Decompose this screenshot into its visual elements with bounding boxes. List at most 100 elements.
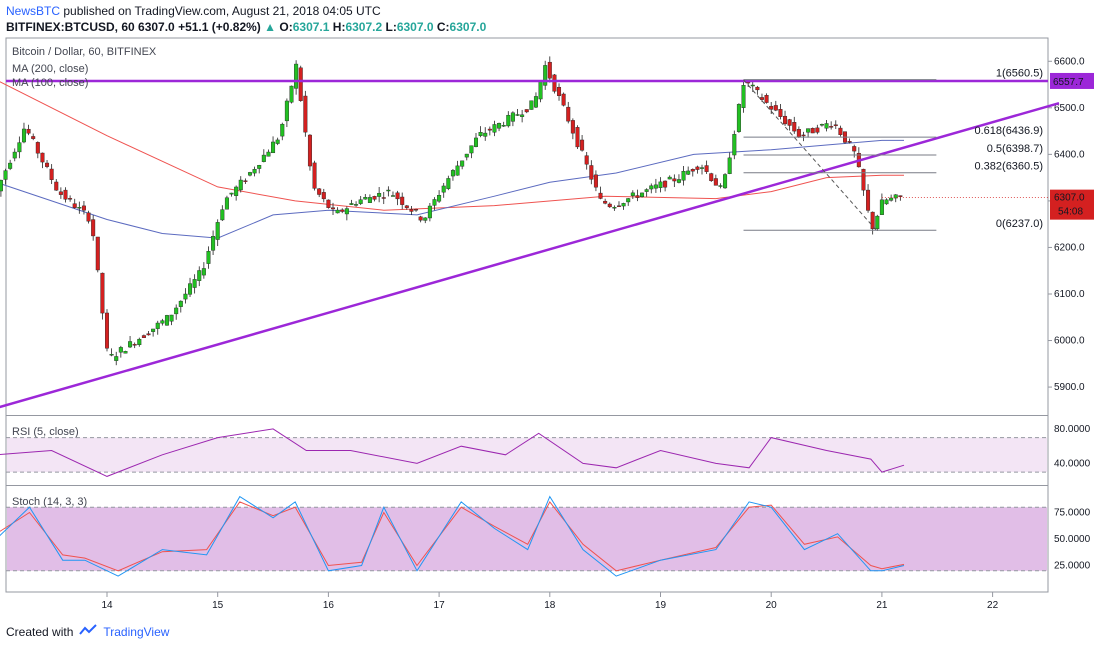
- candle-body: [598, 192, 603, 199]
- candle-body: [497, 123, 502, 129]
- last-price: 6307.0: [138, 20, 175, 34]
- resistance-label: 6557.7: [1053, 77, 1084, 88]
- candle-body: [732, 134, 737, 156]
- candle-body: [72, 203, 77, 208]
- candle-body: [672, 178, 677, 182]
- candle-body: [132, 344, 137, 346]
- candle-body: [40, 152, 45, 163]
- candle-body: [474, 137, 479, 147]
- candle-body: [773, 105, 778, 111]
- candle-body: [367, 197, 372, 203]
- candle-body: [787, 119, 792, 126]
- footer: Created with TradingView: [6, 624, 169, 639]
- candle-body: [303, 95, 308, 133]
- trendline: [0, 101, 1060, 409]
- y-tick-label: 6600.0: [1054, 56, 1085, 67]
- tradingview-brand[interactable]: TradingView: [103, 624, 170, 639]
- candle-body: [478, 132, 483, 136]
- candle-body: [234, 186, 239, 196]
- candle-body: [658, 181, 663, 189]
- candle-body: [206, 251, 211, 264]
- stoch-tick-label: 25.0000: [1054, 561, 1091, 572]
- candle-body: [630, 192, 635, 196]
- created-with-text: Created with: [6, 624, 74, 639]
- candle-body: [769, 105, 774, 110]
- x-tick-label: 20: [766, 600, 778, 611]
- high-value: 6307.2: [345, 20, 383, 34]
- fib-level-label: 0.618(6436.9): [975, 125, 1044, 137]
- rsi-tick-label: 40.0000: [1054, 458, 1091, 469]
- candle-body: [8, 162, 13, 169]
- candle-body: [331, 207, 336, 210]
- candle-body: [575, 127, 580, 148]
- ma100-line: [0, 139, 904, 239]
- candle-body: [810, 128, 815, 134]
- candle-body: [700, 167, 705, 169]
- candle-body: [35, 142, 40, 154]
- candle-body: [354, 204, 359, 206]
- candle-body: [681, 171, 686, 181]
- candle-body: [653, 184, 658, 189]
- candle-body: [506, 114, 511, 127]
- candle-body: [17, 142, 22, 153]
- candle-body: [432, 199, 437, 206]
- candle-body: [174, 307, 179, 315]
- main-legend-entry: MA (100, close): [12, 77, 88, 89]
- candle-body: [847, 141, 852, 143]
- fib-level-label: 1(6560.5): [996, 68, 1043, 80]
- candle-body: [695, 166, 700, 170]
- low-label: L:: [385, 20, 397, 34]
- stoch-band: [7, 507, 1047, 571]
- candle-body: [824, 123, 829, 129]
- y-tick-label: 6100.0: [1054, 289, 1085, 300]
- candle-body: [340, 209, 345, 212]
- tradingview-logo-icon: [79, 624, 98, 639]
- chart-header: NewsBTC published on TradingView.com, Au…: [0, 0, 1100, 38]
- candle-body: [764, 95, 769, 103]
- candle-body: [146, 333, 151, 336]
- candle-body: [829, 126, 834, 128]
- candle-body: [321, 192, 326, 200]
- candle-body: [21, 128, 26, 143]
- candle-body: [640, 192, 645, 198]
- x-tick-label: 16: [323, 600, 335, 611]
- candle-body: [372, 196, 377, 200]
- x-tick-label: 19: [655, 600, 667, 611]
- candle-body: [469, 145, 474, 154]
- candle-body: [815, 127, 820, 133]
- low-value: 6307.0: [396, 20, 434, 34]
- candle-body: [649, 185, 654, 190]
- candle-body: [252, 169, 257, 174]
- price-label: 6307.0: [1054, 193, 1085, 204]
- candle-body: [644, 189, 649, 192]
- publisher-link[interactable]: NewsBTC: [6, 4, 61, 18]
- candle-body: [280, 123, 285, 137]
- candle-body: [238, 179, 243, 191]
- candle-body: [54, 181, 59, 191]
- candle-body: [875, 215, 880, 230]
- candle-body: [349, 203, 354, 205]
- candle-body: [446, 178, 451, 189]
- candle-body: [3, 170, 8, 180]
- candle-body: [164, 315, 169, 326]
- close-label: C:: [436, 20, 450, 34]
- high-label: H:: [332, 20, 346, 34]
- close-value: 6307.0: [449, 20, 487, 34]
- candle-body: [220, 209, 225, 221]
- candle-body: [109, 354, 114, 356]
- candle-body: [529, 100, 534, 110]
- candle-body: [91, 219, 96, 237]
- candle-body: [326, 199, 331, 208]
- candle-body: [621, 203, 626, 207]
- candle-body: [718, 185, 723, 187]
- candle-body: [460, 160, 465, 167]
- candle-body: [561, 93, 566, 106]
- candle-body: [441, 185, 446, 193]
- candle-body: [792, 122, 797, 132]
- x-tick-label: 14: [101, 600, 113, 611]
- candle-body: [271, 141, 276, 154]
- candle-body: [741, 85, 746, 108]
- candle-body: [584, 155, 589, 165]
- candle-body: [819, 124, 824, 126]
